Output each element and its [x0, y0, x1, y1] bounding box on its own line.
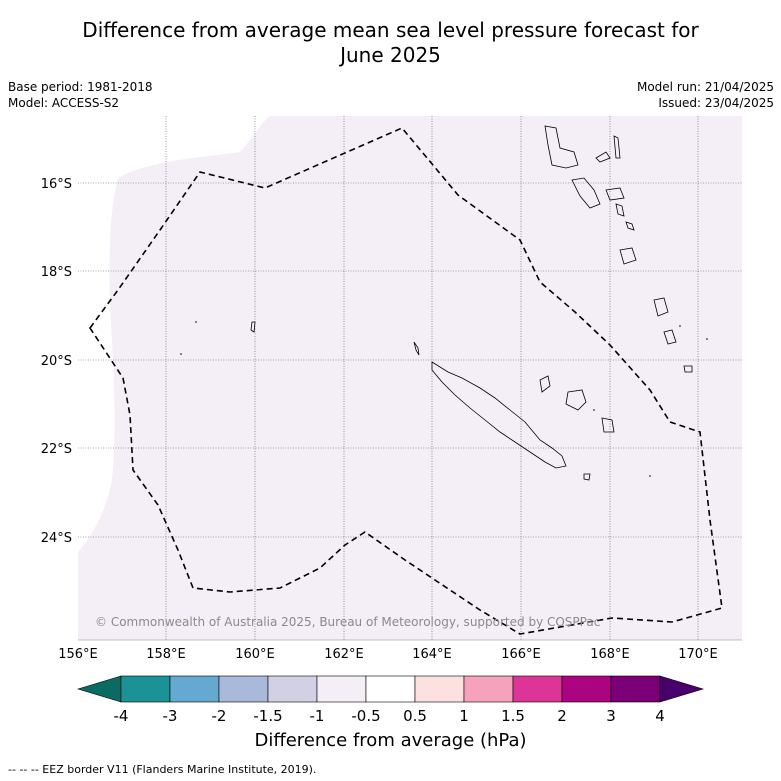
colorbar-tick-6: -0.5 — [351, 707, 380, 725]
map-title: Difference from average mean sea level p… — [0, 18, 781, 68]
base-period: Base period: 1981-2018 — [8, 80, 153, 94]
lon-label-170e: 170°E — [678, 647, 718, 662]
title-line-1: Difference from average mean sea level p… — [82, 18, 699, 42]
small-islet-3 — [679, 325, 681, 327]
mare-island — [601, 417, 615, 433]
lon-label-160e: 160°E — [235, 647, 275, 662]
graticule — [78, 116, 742, 640]
eez-footnote: -- -- -- EEZ border V11 (Flanders Marine… — [8, 763, 317, 776]
colorbar-swatch-2 — [169, 675, 220, 703]
lifou-island — [565, 389, 587, 411]
meta-right: Model run: 21/04/2025 Issued: 23/04/2025 — [637, 79, 774, 111]
colorbar-swatch-11 — [610, 675, 661, 703]
lon-label-168e: 168°E — [590, 647, 630, 662]
colorbar-tick-8: 1 — [459, 707, 469, 725]
colorbar-tick-11: 3 — [606, 707, 616, 725]
maewo-island — [613, 135, 621, 159]
copyright-notice: © Commonwealth of Australia 2025, Bureau… — [95, 615, 600, 629]
ambae-island — [595, 151, 611, 163]
colorbar-tick-9: 1.5 — [501, 707, 525, 725]
malekula-island — [571, 177, 601, 209]
colorbar-swatch-1 — [120, 675, 171, 703]
title-line-2: June 2025 — [340, 43, 441, 67]
lon-label-164e: 164°E — [412, 647, 452, 662]
colorbar-swatch-6 — [365, 675, 416, 703]
eez-border — [89, 127, 723, 635]
colorbar-swatch-9 — [512, 675, 563, 703]
colorbar-extend-low — [76, 675, 122, 703]
colorbar-tick-12: 4 — [655, 707, 665, 725]
new-caledonia-island — [431, 361, 567, 469]
lon-label-158e: 158°E — [146, 647, 186, 662]
pentecost-ambrym-island — [605, 187, 625, 201]
issued-date: Issued: 23/04/2025 — [658, 96, 774, 110]
model-name: Model: ACCESS-S2 — [8, 96, 120, 110]
shepherd-islands — [625, 221, 635, 231]
colorbar-tick-10: 2 — [557, 707, 567, 725]
lon-label-166e: 166°E — [501, 647, 541, 662]
colorbar-tick-7: 0.5 — [403, 707, 427, 725]
erromango-island — [653, 297, 669, 317]
colorbar-tick-4: -1.5 — [253, 707, 282, 725]
colorbar-tick-3: -2 — [212, 707, 227, 725]
model-run: Model run: 21/04/2025 — [636, 80, 774, 94]
colorbar-swatch-4 — [267, 675, 318, 703]
isle-of-pines — [583, 473, 591, 481]
tanna-island — [663, 329, 677, 345]
small-islet-6 — [593, 409, 595, 411]
colorbar-extend-high — [659, 675, 705, 703]
belep-islands — [413, 341, 420, 356]
lat-label-16s: 16°S — [41, 177, 72, 192]
colorbar-tick-2: -3 — [163, 707, 178, 725]
lat-label-22s: 22°S — [41, 442, 72, 457]
small-islet-2 — [180, 353, 182, 355]
colorbar-tick-5: -1 — [310, 707, 325, 725]
colorbar-swatch-3 — [218, 675, 269, 703]
epi-island — [615, 203, 625, 217]
colorbar-title: Difference from average (hPa) — [254, 730, 527, 751]
aneityum-island — [683, 365, 693, 373]
ouvea-island — [539, 375, 551, 393]
small-islet-5 — [649, 475, 651, 477]
lon-label-156e: 156°E — [58, 647, 98, 662]
chesterfield-reef — [250, 321, 256, 333]
efate-island — [619, 247, 637, 265]
pressure-anomaly-shading — [78, 116, 742, 640]
espiritu-santo-island — [544, 125, 579, 169]
colorbar-swatch-8 — [463, 675, 514, 703]
colorbar-swatch-7 — [414, 675, 465, 703]
small-islet-4 — [706, 338, 708, 340]
colorbar: -4 -3 -2 -1.5 -1 -0.5 0.5 1 1.5 2 3 4 — [76, 675, 705, 725]
lat-label-24s: 24°S — [41, 531, 72, 546]
small-islet-1 — [195, 321, 197, 323]
lat-label-20s: 20°S — [41, 354, 72, 369]
lon-label-162e: 162°E — [324, 647, 364, 662]
colorbar-tick-1: -4 — [114, 707, 129, 725]
colorbar-swatch-5 — [316, 675, 367, 703]
lat-label-18s: 18°S — [41, 265, 72, 280]
colorbar-swatch-10 — [561, 675, 612, 703]
meta-left: Base period: 1981-2018 Model: ACCESS-S2 — [8, 79, 153, 111]
